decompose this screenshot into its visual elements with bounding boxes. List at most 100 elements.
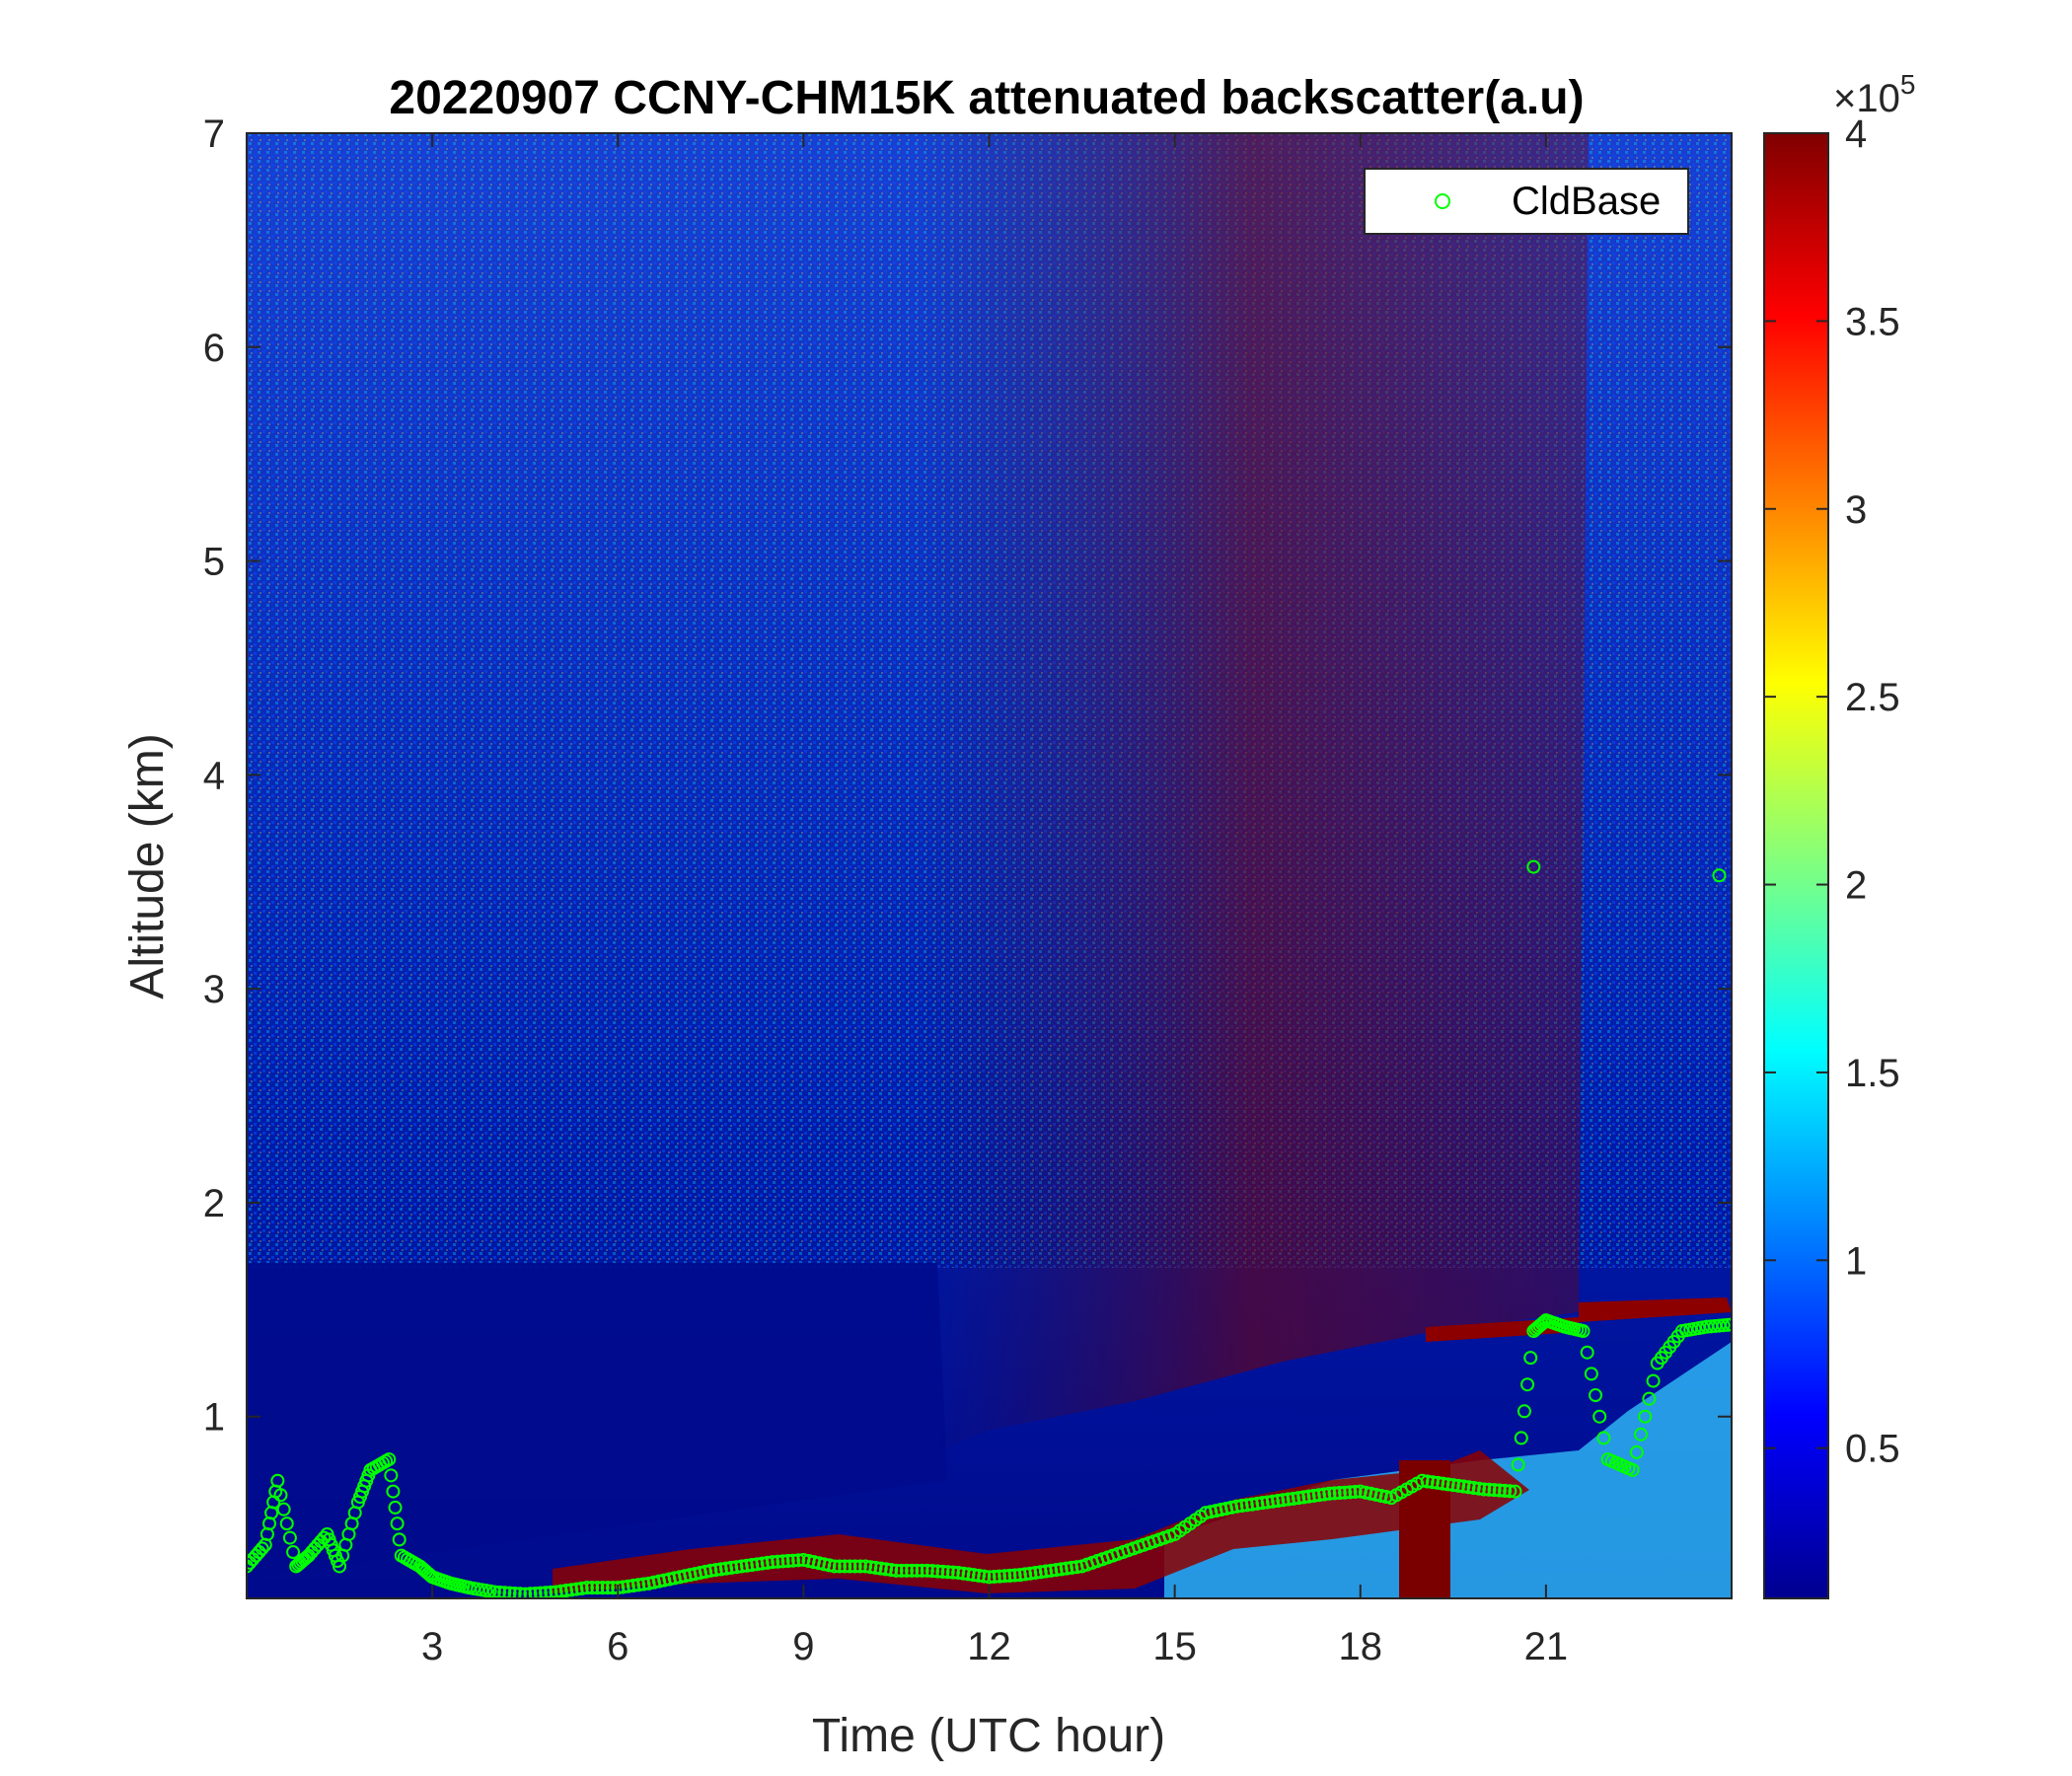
- cldbase-point: [1436, 1476, 1450, 1491]
- cldbase-point: [1451, 1478, 1466, 1493]
- cldbase-point: [1338, 1485, 1353, 1500]
- cldbase-point: [940, 1565, 955, 1580]
- cldbase-point: [1327, 1486, 1342, 1501]
- cldbase-point: [1534, 1316, 1549, 1331]
- cldbase-point: [961, 1567, 976, 1582]
- y-axis-label: Altitude (km): [121, 733, 174, 999]
- cldbase-point: [420, 1566, 435, 1581]
- cldbase-point: [935, 1564, 950, 1579]
- x-axis-ticks: 3 6 9 12 15 18 21: [421, 133, 1568, 1668]
- cldbase-point: [863, 1560, 878, 1575]
- cldbase-point: [502, 1586, 517, 1598]
- cldbase-point: [750, 1557, 765, 1572]
- cldbase-point: [297, 1552, 312, 1567]
- cldbase-point: [626, 1578, 640, 1592]
- cldbase-point: [1038, 1564, 1053, 1579]
- cldbase-point: [708, 1563, 723, 1578]
- cldbase-point: [755, 1556, 770, 1571]
- cldbase-point: [1466, 1480, 1481, 1495]
- colorbar: [1763, 132, 1829, 1599]
- cldbase-point: [600, 1581, 615, 1595]
- cldbase-point: [1322, 1486, 1337, 1501]
- cldbase-point: [822, 1558, 837, 1573]
- cldbase-point: [1420, 1474, 1435, 1489]
- x-tick-label: 12: [967, 1625, 1011, 1668]
- cldbase-point: [1343, 1485, 1358, 1500]
- cldbase-point: [915, 1563, 929, 1578]
- cldbase-point: [1044, 1563, 1059, 1578]
- cldbase-point: [646, 1575, 661, 1590]
- cldbase-point: [1255, 1496, 1270, 1511]
- y-tick-label: 7: [203, 112, 225, 156]
- cldbase-point: [1276, 1493, 1291, 1508]
- legend-label-cldbase: CldBase: [1512, 180, 1662, 223]
- cldbase-point: [1514, 1431, 1528, 1445]
- cldbase-point: [806, 1555, 821, 1570]
- heatmap: [247, 133, 1732, 1598]
- colorbar-ticks: 0.5 1 1.5 2 2.5 3 3.5 4: [1764, 112, 1900, 1471]
- colorbar-tick-label: 2: [1845, 864, 1867, 908]
- cldbase-point: [539, 1586, 554, 1598]
- cldbase-point: [1224, 1500, 1239, 1515]
- x-tick-label: 18: [1339, 1625, 1383, 1668]
- cldbase-point: [1317, 1487, 1332, 1502]
- cldbase-point: [848, 1559, 862, 1574]
- cldbase-point: [760, 1555, 775, 1570]
- legend: CldBase: [1364, 168, 1689, 235]
- cldbase-point: [734, 1559, 749, 1574]
- cldbase-point: [951, 1565, 966, 1580]
- cldbase-point: [1589, 1388, 1603, 1403]
- cldbase-point: [905, 1563, 920, 1578]
- cldbase-point: [279, 1517, 294, 1531]
- cldbase-point: [569, 1582, 584, 1596]
- cldbase-point: [1638, 1409, 1653, 1424]
- cldbase-point: [270, 1473, 285, 1488]
- colorbar-tick-label: 0.5: [1845, 1428, 1900, 1471]
- cldbase-point: [972, 1568, 987, 1583]
- cldbase-point: [662, 1572, 677, 1587]
- cldbase-point: [533, 1586, 548, 1598]
- cldbase-point: [1301, 1489, 1316, 1504]
- cldbase-point: [579, 1581, 594, 1595]
- cldbase-point: [1229, 1499, 1244, 1514]
- cldbase-point: [528, 1586, 543, 1598]
- cldbase-point: [652, 1574, 667, 1589]
- x-axis-label: Time (UTC hour): [812, 1710, 1165, 1762]
- heatmap-boundary-layer: [553, 1450, 1529, 1593]
- cldbase-point: [1456, 1479, 1471, 1494]
- cldbase-point: [1012, 1568, 1027, 1583]
- cldbase-point: [1239, 1498, 1254, 1513]
- cldbase-point: [868, 1560, 883, 1575]
- cldbase-point: [390, 1517, 405, 1531]
- cldbase-point: [1584, 1367, 1598, 1381]
- cldbase-point: [827, 1559, 842, 1574]
- heatmap-aerosol-region: [918, 133, 1589, 1460]
- cldbase-point: [998, 1569, 1012, 1584]
- cldbase-point: [1477, 1482, 1492, 1497]
- cldbase-point: [641, 1576, 656, 1591]
- cldbase-point: [1517, 1404, 1531, 1419]
- y-tick-label: 4: [203, 754, 225, 797]
- cldbase-point: [678, 1569, 693, 1584]
- y-tick-label: 5: [203, 541, 225, 584]
- cldbase-point: [739, 1558, 754, 1573]
- cldbase-point: [1511, 1457, 1525, 1472]
- cldbase-point: [1482, 1482, 1497, 1497]
- cldbase-point: [966, 1568, 981, 1583]
- cldbase-point: [255, 1541, 269, 1556]
- cldbase-point: [693, 1565, 707, 1580]
- x-tick-label: 15: [1152, 1625, 1197, 1668]
- cldbase-point: [1471, 1481, 1486, 1496]
- cldbase-point: [1250, 1496, 1265, 1511]
- cldbase-point: [631, 1578, 646, 1592]
- colorbar-exponent-base: ×10: [1833, 77, 1900, 120]
- colorbar-tick-label: 2.5: [1845, 676, 1900, 719]
- cldbase-point: [507, 1586, 522, 1598]
- cldbase-point: [1642, 1391, 1657, 1406]
- cldbase-point: [1431, 1475, 1445, 1490]
- cldbase-point: [1033, 1565, 1048, 1580]
- cldbase-point: [832, 1559, 847, 1574]
- cldbase-point: [1378, 1490, 1393, 1505]
- cldbase-point: [497, 1586, 512, 1598]
